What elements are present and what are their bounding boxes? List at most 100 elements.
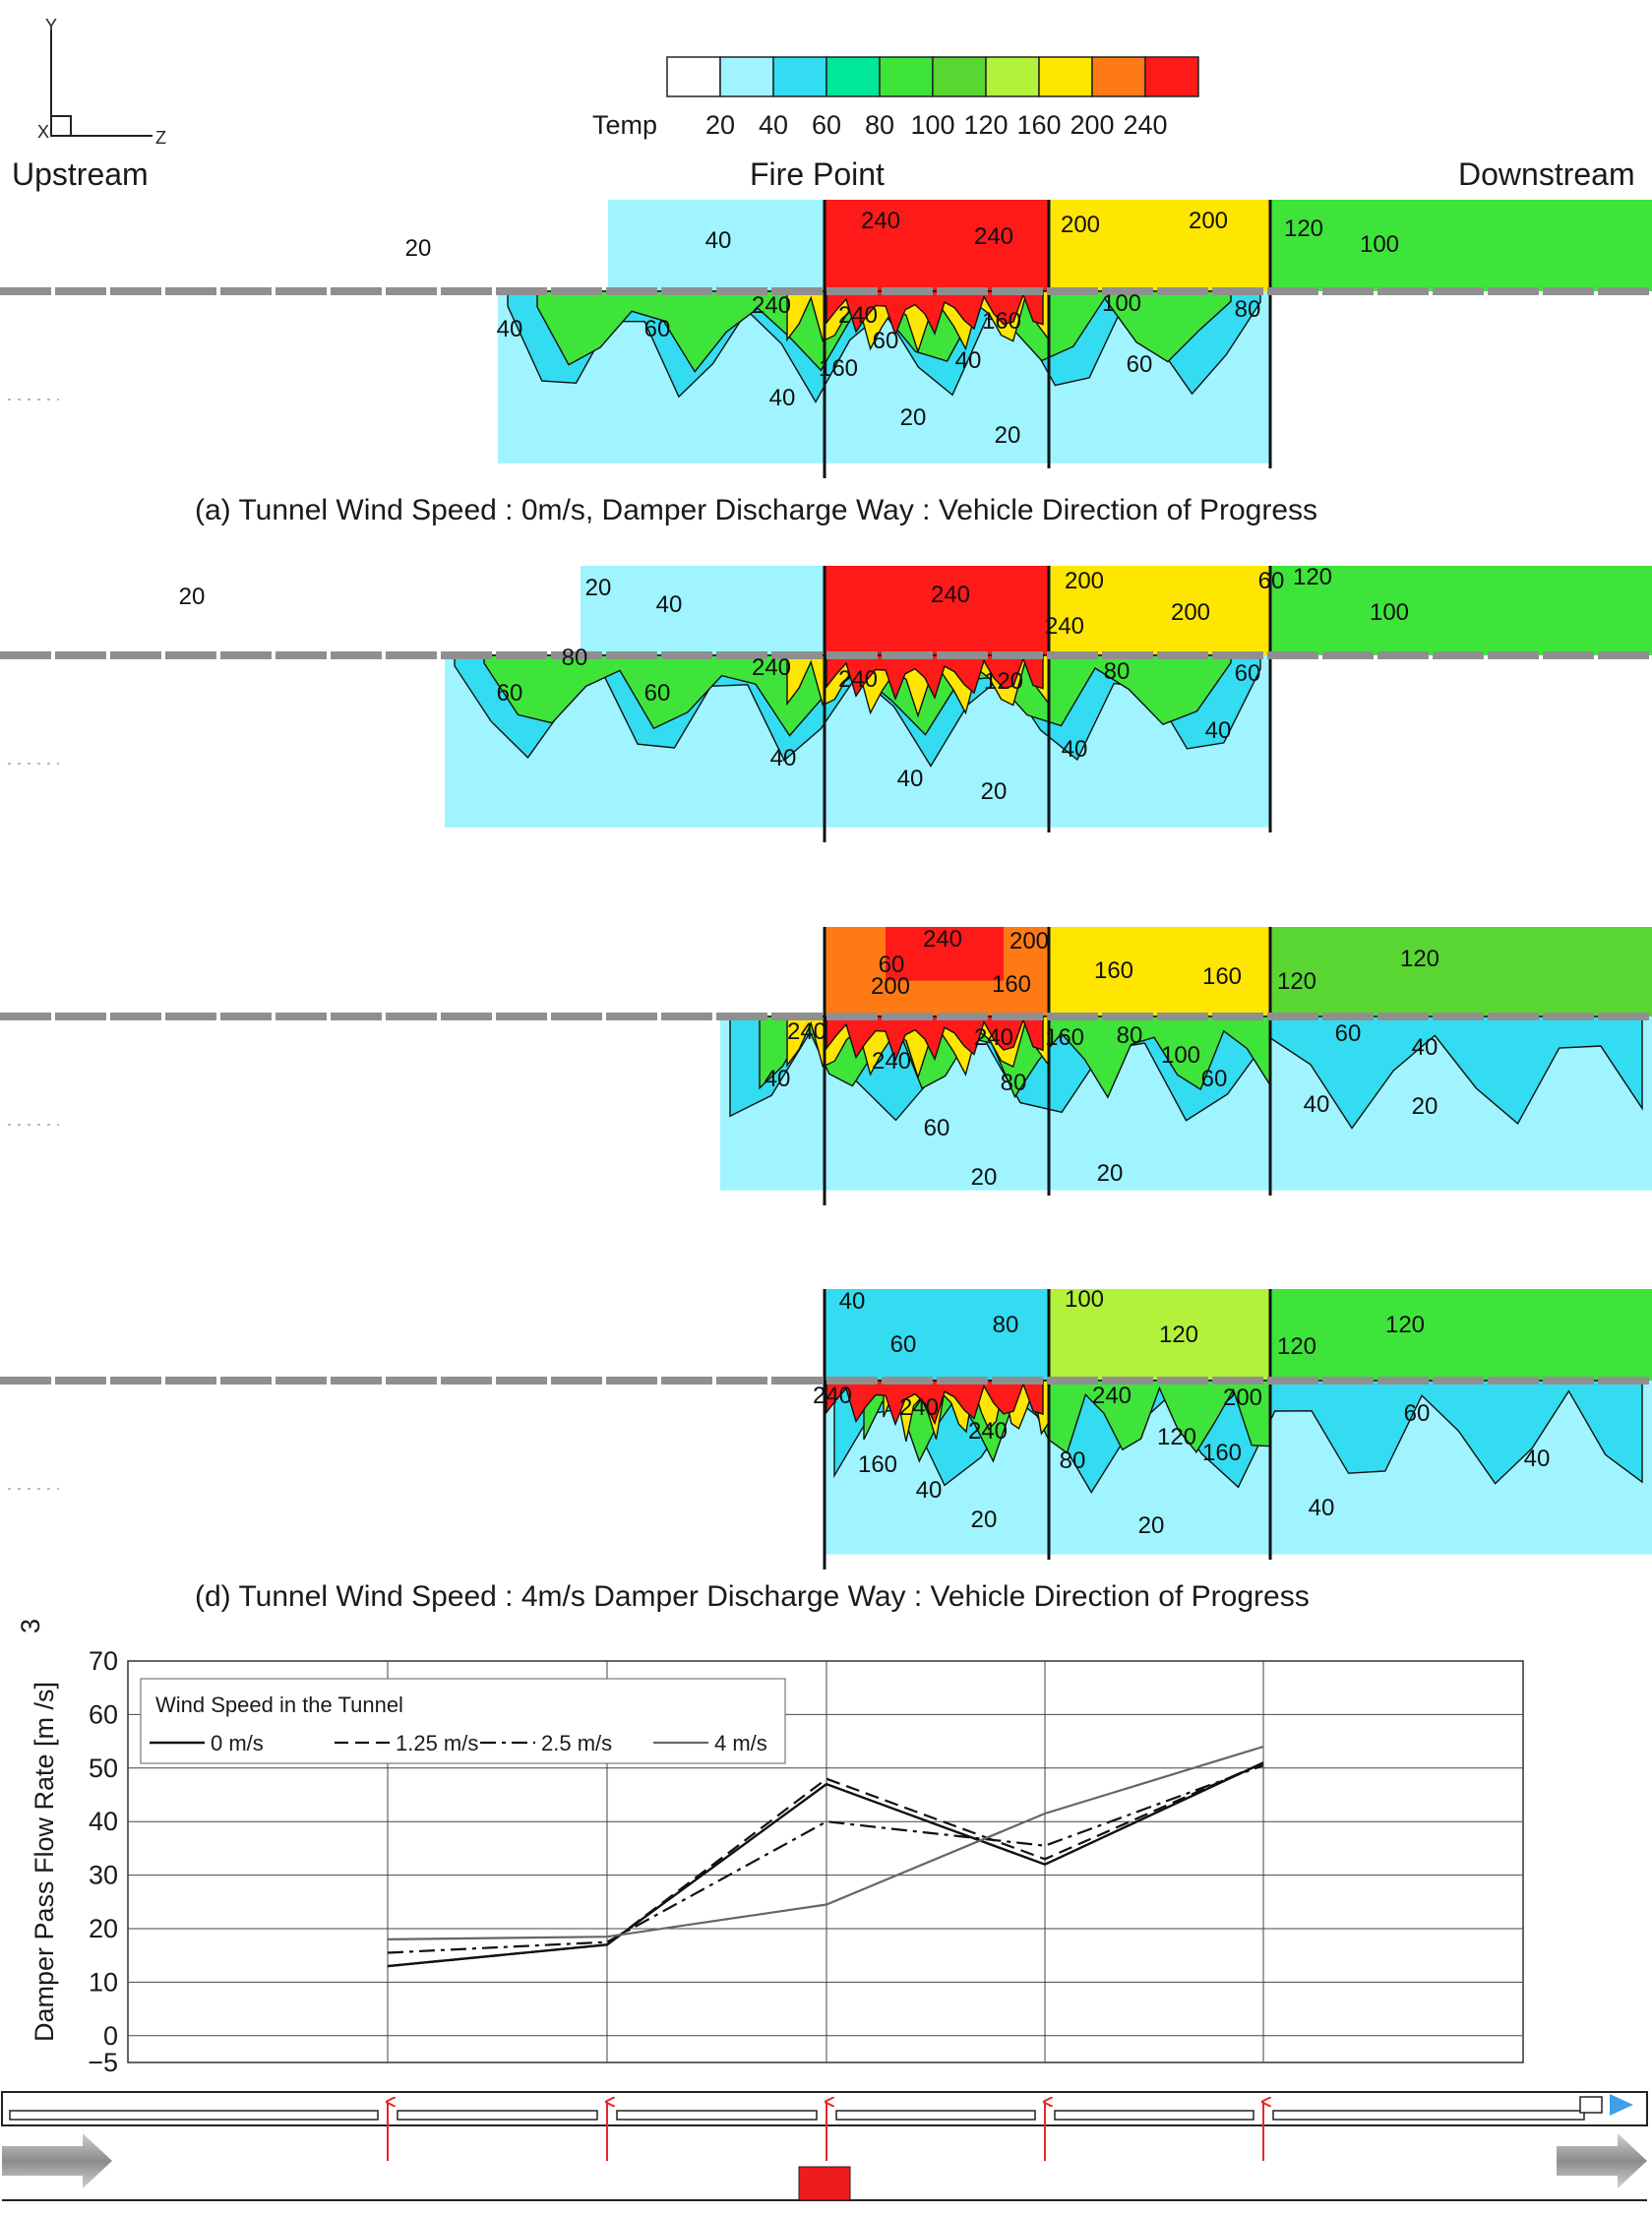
series-line [387, 1745, 1264, 1940]
contour-label: 240 [838, 302, 878, 329]
colorbar-swatch [1091, 56, 1146, 97]
contour-label: 60 [924, 1115, 950, 1141]
contour-label: 200 [1171, 599, 1210, 626]
contour-label: 80 [993, 1312, 1019, 1338]
y-tick-label: 60 [89, 1699, 118, 1729]
contour-label: 240 [931, 582, 970, 608]
legend-entry: 4 m/s [714, 1731, 767, 1755]
contour-label: 160 [1202, 963, 1242, 990]
legend: Wind Speed in the Tunnel 0 m/s 1.25 m/s 2.5… [140, 1678, 786, 1764]
colorbar-tick-label: 120 [963, 110, 1008, 140]
colorbar-tick-label: 160 [1016, 110, 1061, 140]
colorbar-tick-label: 20 [705, 110, 735, 140]
contour-label: 20 [1097, 1160, 1124, 1187]
panel-caption: (a) Tunnel Wind Speed : 0m/s, Damper Dis… [195, 494, 1317, 526]
colorbar-label: Temp [592, 110, 657, 140]
contour-label: 160 [1045, 1024, 1084, 1051]
contour-region [1049, 200, 1270, 291]
colorbar-tick-label: 100 [910, 110, 954, 140]
legend-entry: 1.25 m/s [396, 1731, 478, 1755]
contour-label: 100 [1102, 290, 1141, 317]
contour-label: 120 [1277, 968, 1316, 995]
contour-region [1049, 1289, 1270, 1381]
contour-label: 160 [982, 308, 1021, 335]
y-axis-label: Damper Pass Flow Rate [m /s] [30, 1682, 59, 2042]
contour-region [886, 927, 1004, 981]
contour-region [608, 200, 825, 291]
y-tick-label: 20 [89, 1914, 118, 1943]
contour-label: 160 [1202, 1440, 1242, 1466]
contour-label: 160 [819, 355, 858, 382]
contour-label: 60 [1235, 660, 1261, 687]
panel-caption: (d) Tunnel Wind Speed : 4m/s Damper Disc… [195, 1580, 1310, 1613]
contour-label: 160 [1094, 957, 1133, 984]
contour-label: 120 [1277, 1333, 1316, 1360]
contour-label: 60 [1201, 1066, 1228, 1092]
contour-label: 60 [644, 316, 671, 342]
duct-segment [397, 2110, 598, 2121]
contour-label: 240 [752, 654, 791, 681]
contour-label: 120 [1284, 215, 1323, 242]
contour-label: 40 [1304, 1091, 1330, 1118]
contour-label: 120 [1385, 1312, 1425, 1338]
contour-label: 40 [1205, 717, 1232, 744]
y-tick-label: 0 [103, 2021, 118, 2051]
contour-band [826, 1380, 1044, 1427]
contour-label: 240 [838, 666, 878, 693]
contour-label: 60 [879, 952, 905, 978]
contour-label: 40 [1412, 1034, 1438, 1061]
contour-label: 20 [981, 778, 1008, 805]
fan-box-icon [1579, 2096, 1603, 2114]
duct-segment [1272, 2110, 1585, 2121]
contour-label: 120 [984, 668, 1023, 695]
legend-entry: 2.5 m/s [541, 1731, 612, 1755]
colorbar-tick-label: 200 [1070, 110, 1114, 140]
contour-region [1270, 566, 1652, 655]
contour-label: 20 [971, 1507, 998, 1533]
contour-label: 80 [1104, 658, 1131, 685]
contour-label: 200 [1061, 212, 1100, 238]
contour-label: 80 [1060, 1447, 1086, 1474]
contour-label: 100 [1360, 231, 1399, 258]
traffic-direction-arrow-icon [2, 2133, 112, 2188]
contour-label: 120 [1400, 946, 1439, 972]
contour-region [1270, 1289, 1652, 1381]
colorbar-swatch [1038, 56, 1093, 97]
contour-label: 40 [955, 347, 982, 374]
contour-label: 200 [1223, 1384, 1262, 1411]
contour-label: 20 [405, 235, 432, 262]
contour-label: 100 [1370, 599, 1409, 626]
legend-entry: 0 m/s [211, 1731, 264, 1755]
y-tick-label: 40 [89, 1807, 118, 1836]
contour-label: 60 [1258, 568, 1285, 594]
temperature-colorbar: 20 40 60 80 100 120 160 200 240 [666, 56, 1199, 140]
contour-label: 60 [1335, 1020, 1362, 1047]
contour-label: 200 [1065, 568, 1104, 594]
contour-label: 200 [871, 973, 910, 1000]
contour-label: 240 [813, 1383, 852, 1409]
colorbar-tick-label: 60 [812, 110, 841, 140]
contour-region [825, 200, 1049, 291]
contour-label: 240 [968, 1418, 1008, 1445]
duct-segment [1054, 2110, 1254, 2121]
upstream-label: Upstream [12, 156, 149, 192]
colorbar-swatch [932, 56, 987, 97]
contour-label: 120 [1293, 564, 1332, 590]
y-tick-label: 70 [89, 1646, 118, 1676]
colorbar-tick-label: 40 [759, 110, 788, 140]
colorbar-swatch [772, 56, 827, 97]
contour-label: 40 [765, 1066, 791, 1092]
contour-label: 40 [897, 766, 924, 792]
y-tick-label: 50 [89, 1754, 118, 1783]
contour-label: 40 [656, 591, 683, 618]
traffic-direction-arrow-icon [1557, 2133, 1647, 2188]
contour-label: 100 [1161, 1042, 1200, 1069]
contour-region [1049, 566, 1270, 655]
contour-label: 40 [770, 745, 797, 771]
duct-outline [1, 2091, 1648, 2126]
y-tick-label: −5 [88, 2048, 118, 2077]
contour-label: 240 [752, 292, 791, 319]
contour-label: 240 [974, 1024, 1013, 1051]
